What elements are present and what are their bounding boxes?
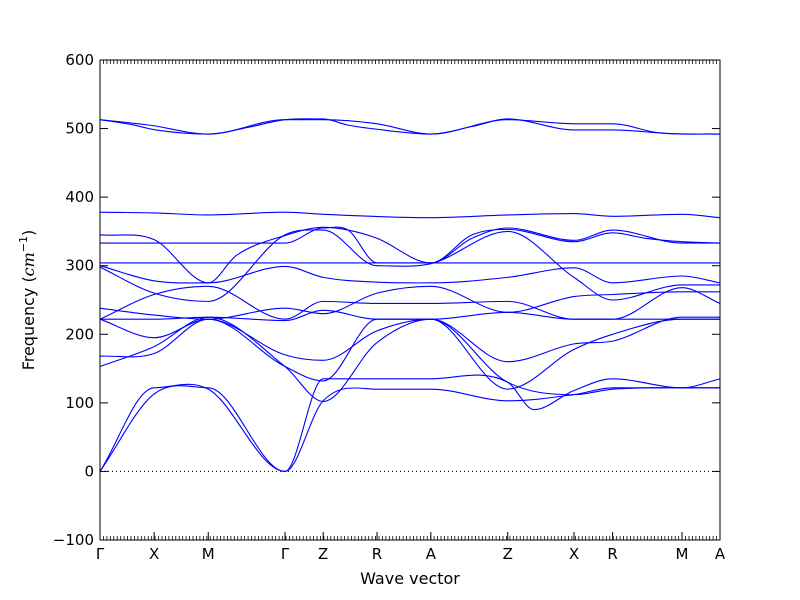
axis-ticks: −100 0 100 200 300 400 500 600 Γ X M Γ Z R A Z X R M A bbox=[53, 51, 726, 563]
band-line-14 bbox=[99, 316, 720, 403]
x-tick-label: R bbox=[372, 545, 382, 563]
y-axis-label-suffix: ) bbox=[19, 230, 38, 236]
band-line-10 bbox=[99, 285, 721, 320]
y-tick-label: 100 bbox=[65, 394, 94, 412]
y-tick-label: 300 bbox=[65, 257, 94, 275]
x-tick-label: R bbox=[607, 545, 617, 563]
y-tick-label: 0 bbox=[84, 462, 94, 480]
y-axis-label-prefix: Frequency ( bbox=[19, 276, 38, 370]
y-tick-label: 200 bbox=[65, 325, 94, 343]
x-tick-label: M bbox=[202, 545, 215, 563]
x-tick-label: A bbox=[715, 545, 726, 563]
band-line-7 bbox=[99, 265, 721, 284]
band-line-15 bbox=[99, 374, 721, 472]
plot-area bbox=[99, 118, 721, 472]
x-tick-label: X bbox=[149, 545, 159, 563]
x-tick-label: Γ bbox=[281, 545, 290, 563]
y-axis-label-unit: cm bbox=[19, 252, 38, 276]
x-tick-label: M bbox=[676, 545, 689, 563]
band-line-8 bbox=[99, 229, 720, 302]
x-tick-label: A bbox=[426, 545, 437, 563]
y-tick-label: −100 bbox=[53, 531, 94, 549]
y-axis-label-exponent: −1 bbox=[17, 236, 30, 252]
band-line-1 bbox=[99, 118, 720, 135]
plot-frame bbox=[99, 59, 721, 541]
x-tick-label: Γ bbox=[96, 545, 105, 563]
x-tick-label: Z bbox=[318, 545, 328, 563]
y-tick-label: 400 bbox=[65, 188, 94, 206]
x-axis-label: Wave vector bbox=[360, 569, 460, 588]
band-line-13 bbox=[99, 318, 720, 390]
band-line-3 bbox=[99, 211, 721, 219]
band-line-2 bbox=[99, 119, 721, 135]
band-line-16 bbox=[99, 383, 720, 472]
y-tick-label: 500 bbox=[65, 120, 94, 138]
y-axis-label: Frequency (cm−1) bbox=[17, 230, 38, 371]
x-tick-label: Z bbox=[503, 545, 513, 563]
x-tick-label: X bbox=[569, 545, 579, 563]
y-tick-label: 600 bbox=[65, 51, 94, 69]
band-line-4 bbox=[99, 226, 720, 284]
